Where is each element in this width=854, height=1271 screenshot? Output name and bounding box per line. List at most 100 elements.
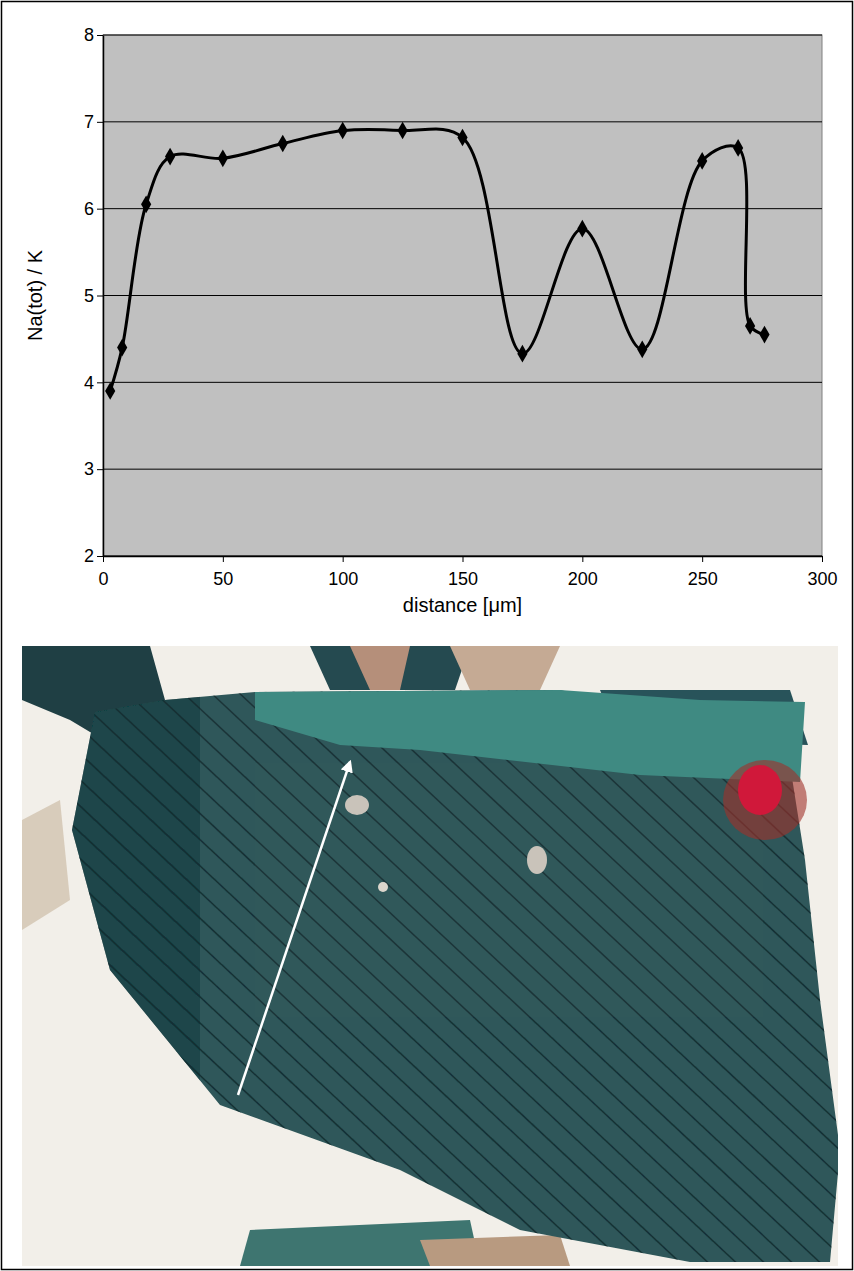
data-point	[697, 152, 707, 170]
tick-label: 2	[84, 546, 94, 566]
tick-label: 5	[84, 286, 94, 306]
grid	[103, 35, 822, 556]
grid-line	[103, 121, 822, 122]
tick-label: 6	[84, 199, 94, 219]
cleavage-line	[22, 690, 212, 1266]
cleavage-line	[22, 690, 44, 1266]
cleavage-line	[22, 690, 464, 1266]
data-point	[278, 135, 288, 153]
tick: 4	[84, 373, 103, 393]
cleavage-line	[460, 690, 838, 1266]
data-point	[338, 122, 348, 140]
tick: 3	[84, 459, 103, 479]
data-point	[517, 345, 527, 363]
cleavage-line	[22, 690, 352, 1266]
tick-mark	[822, 556, 823, 562]
grain	[450, 646, 560, 690]
tick-mark	[103, 556, 104, 562]
grid-line	[103, 208, 822, 209]
cleavage-line	[22, 690, 156, 1266]
tick: 6	[84, 199, 103, 219]
cleavage-line	[22, 690, 408, 1266]
tick-mark	[97, 122, 103, 123]
cleavage-line	[22, 690, 72, 1266]
cleavage-line	[348, 690, 838, 1266]
tick-mark	[223, 556, 224, 562]
cleavage-line	[432, 690, 838, 1266]
cleavage-line	[824, 690, 838, 1266]
grain	[350, 646, 410, 690]
x-axis: 0 50 100 150 200 250 300	[98, 556, 837, 589]
micrograph	[22, 646, 838, 1266]
cleavage	[22, 680, 838, 1266]
cleavage-line	[22, 690, 436, 1266]
tick: 100	[328, 556, 358, 589]
rim	[255, 690, 805, 782]
cleavage-line	[22, 690, 296, 1266]
tick: 7	[84, 112, 103, 132]
data-point	[637, 341, 647, 359]
tick-mark	[97, 556, 103, 557]
cleavage-line	[292, 690, 838, 1266]
cleavage-line	[40, 690, 660, 1266]
inclusion	[345, 795, 369, 815]
grain	[22, 800, 70, 930]
grid-line	[103, 469, 822, 470]
grain	[420, 1235, 570, 1266]
tick-mark	[97, 296, 103, 297]
cleavage-line	[22, 690, 380, 1266]
data-point	[165, 148, 175, 166]
cleavage-line	[124, 690, 744, 1266]
tick: 300	[807, 556, 837, 589]
data-point	[397, 122, 407, 140]
tick-label: 50	[213, 569, 233, 589]
cleavage-line	[208, 690, 828, 1266]
data-point	[759, 326, 769, 344]
inclusion	[378, 882, 388, 892]
marks	[105, 122, 769, 400]
inclusion	[527, 846, 547, 874]
figure-frame	[2, 2, 853, 1270]
tick-label: 200	[568, 569, 598, 589]
tick-label: 0	[98, 569, 108, 589]
data-point	[105, 382, 115, 400]
grain	[310, 646, 470, 690]
data-point	[745, 317, 755, 335]
y-axis-title: Na(tot) / K	[24, 249, 46, 341]
tick-mark	[97, 35, 103, 36]
tick-label: 8	[84, 25, 94, 45]
tick-label: 4	[84, 373, 94, 393]
tick: 2	[84, 546, 103, 566]
red-grain	[738, 765, 782, 815]
cleavage-line	[22, 690, 324, 1266]
tick-label: 250	[688, 569, 718, 589]
grid-line	[103, 295, 822, 296]
data-point	[218, 149, 228, 167]
data-point	[457, 129, 467, 147]
cleavage-line	[264, 690, 838, 1266]
tick: 50	[213, 556, 233, 589]
grid-line	[103, 35, 822, 36]
data-point	[117, 339, 127, 357]
tick: 8	[84, 25, 103, 45]
tick-mark	[702, 556, 703, 562]
cleavage-line	[320, 690, 838, 1266]
cleavage-line	[22, 690, 268, 1266]
tick-mark	[582, 556, 583, 562]
x-axis-title: distance [μm]	[403, 594, 522, 616]
tick-mark	[343, 556, 344, 562]
cleavage-line	[22, 690, 520, 1266]
tick-mark	[97, 209, 103, 210]
cleavage-line	[796, 690, 838, 1266]
tick-label: 3	[84, 459, 94, 479]
tick: 250	[688, 556, 718, 589]
plot-background	[103, 35, 822, 556]
cleavage-line	[404, 690, 838, 1266]
tick-mark	[97, 382, 103, 383]
tick: 150	[448, 556, 478, 589]
cleavage-line	[68, 690, 688, 1266]
tick-mark	[463, 556, 464, 562]
data-line	[110, 129, 764, 391]
cleavage-line	[96, 690, 716, 1266]
grid-line	[103, 382, 822, 383]
